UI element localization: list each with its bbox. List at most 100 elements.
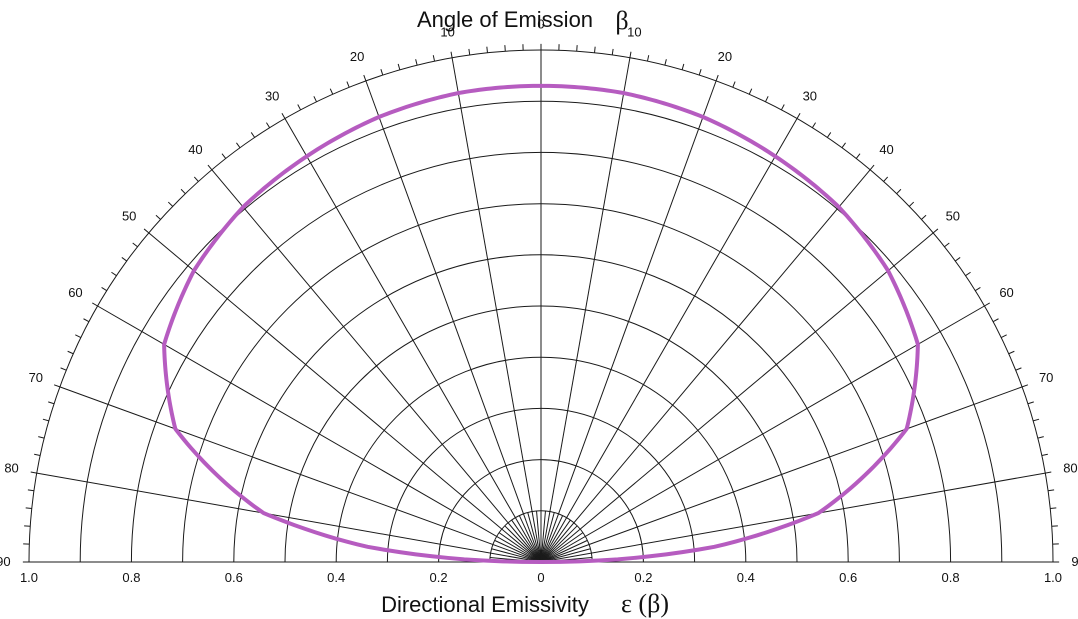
grid-radial (365, 80, 542, 563)
radial-tick-label: 0.4 (737, 570, 755, 585)
rim-tick (1027, 401, 1034, 405)
grid-radial-minor (504, 525, 542, 563)
grid-radial-minor (511, 519, 542, 563)
rim-tick (869, 164, 875, 171)
rim-tick (236, 142, 241, 149)
rim-tick (380, 69, 384, 76)
rim-tick (944, 242, 950, 248)
radial-tick-label: 0.8 (122, 570, 140, 585)
grid-radial (59, 386, 542, 563)
grid-radial (36, 472, 542, 563)
radial-tick-label: 0.2 (430, 570, 448, 585)
grid-radial-minor (494, 539, 542, 563)
rim-tick (698, 69, 702, 76)
radial-tick-label: 1.0 (20, 570, 38, 585)
rim-tick (764, 96, 769, 103)
rim-tick (167, 201, 174, 207)
rim-tick (594, 46, 596, 53)
angle-tick-label: 70 (29, 370, 43, 385)
angle-tick-label: 0 (537, 16, 544, 31)
rim-tick (855, 153, 861, 159)
rim-tick (221, 153, 227, 159)
rim-tick (180, 188, 186, 195)
angle-tick-label: 10 (627, 25, 641, 40)
rim-tick (121, 257, 128, 262)
rim-tick (1037, 436, 1044, 439)
radial-tick-label: 0.2 (634, 570, 652, 585)
angle-tick-label: 30 (803, 88, 817, 103)
rim-tick (883, 176, 889, 182)
angle-tick-label: 60 (68, 285, 82, 300)
angle-tick-label: 40 (879, 142, 893, 157)
rim-tick (1047, 489, 1055, 492)
rim-tick (932, 228, 939, 234)
rim-tick (67, 350, 74, 355)
grid-radial (540, 80, 717, 563)
rim-tick (34, 453, 41, 457)
grid-radial-minor (540, 525, 578, 563)
rim-tick (60, 367, 67, 371)
rim-tick (468, 48, 471, 56)
grid-radial (540, 118, 798, 563)
rim-tick (629, 51, 632, 58)
rim-tick (1008, 350, 1015, 355)
rim-tick (450, 51, 453, 58)
rim-tick (415, 59, 418, 66)
radial-tick-label: 0.8 (942, 570, 960, 585)
rim-tick (1050, 507, 1057, 509)
angle-tick-label: 80 (1063, 461, 1077, 476)
rim-tick (111, 271, 117, 277)
angle-tick-label: 40 (188, 142, 202, 157)
rim-tick (207, 164, 213, 171)
rim-tick (1033, 418, 1040, 422)
grid-radial-minor (540, 539, 588, 563)
x-axis-title: Directional Emissivity (381, 592, 589, 617)
emissivity-curve (162, 83, 920, 564)
rim-tick (42, 418, 49, 422)
radial-tick-label: 0.6 (839, 570, 857, 585)
rim-tick (974, 287, 981, 292)
chart-title: Angle of Emission (417, 7, 593, 32)
rim-tick (954, 257, 961, 262)
grid-radial (540, 305, 985, 563)
x-axis-symbol: ε (β) (621, 589, 669, 618)
rim-tick (432, 55, 436, 62)
angle-tick-label: 10 (440, 25, 454, 40)
radial-tick-label: 0.6 (225, 570, 243, 585)
grid-radial (451, 57, 542, 563)
rim-tick (486, 46, 488, 53)
rim-tick (297, 104, 302, 111)
rim-tick (101, 287, 108, 292)
angle-tick-label: 60 (999, 285, 1013, 300)
grid-radial-minor (518, 515, 542, 563)
angle-tick-label: 80 (4, 461, 18, 476)
radial-tick-label: 0 (537, 570, 544, 585)
rim-tick (25, 507, 32, 509)
rim-tick (992, 318, 999, 323)
rim-tick (346, 81, 350, 88)
grid-radial (211, 169, 542, 563)
angle-tick-label: 20 (350, 49, 364, 64)
rim-tick (1000, 334, 1007, 339)
rim-tick (329, 88, 334, 95)
grid-radial-minor (540, 519, 571, 563)
rim-tick (75, 334, 82, 339)
radial-tick-label: 1.0 (1044, 570, 1062, 585)
rim-tick (83, 318, 90, 323)
rim-tick (1021, 384, 1029, 388)
grid-radial-minor (536, 510, 542, 563)
grid-radial-minor (540, 510, 546, 563)
rim-tick (48, 401, 55, 405)
grid-radial (540, 386, 1023, 563)
grid-radial (540, 232, 934, 563)
grid-radial-minor (498, 532, 542, 563)
rim-tick (811, 122, 816, 129)
rim-tick (30, 471, 37, 474)
grid-radial (97, 305, 542, 563)
radial-tick-label: 0.4 (327, 570, 345, 585)
angle-tick-label: 30 (265, 88, 279, 103)
grid-radial (540, 57, 631, 563)
rim-tick (38, 436, 45, 439)
rim-tick (965, 271, 971, 277)
polar-grid (22, 43, 1060, 563)
